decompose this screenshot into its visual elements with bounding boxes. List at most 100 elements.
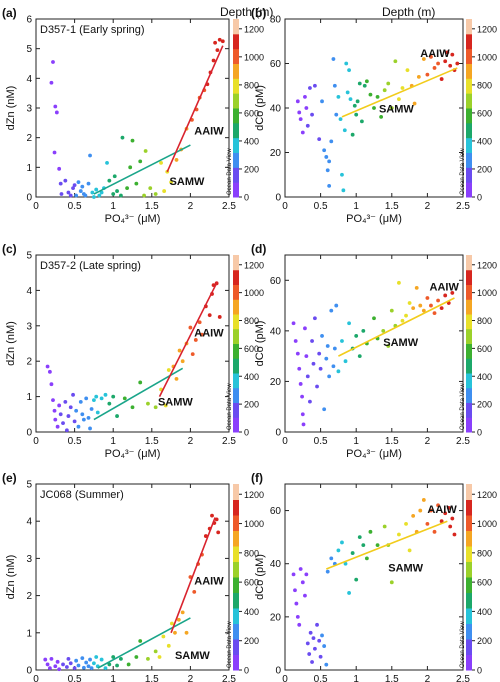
panel-label: (f) <box>251 471 263 485</box>
data-point <box>47 666 52 671</box>
colorbar-tick-label: 0 <box>477 193 482 203</box>
data-point <box>336 94 341 99</box>
colorbar-segment <box>466 152 472 168</box>
x-tick-label: 2.5 <box>456 201 470 212</box>
data-point <box>86 415 91 420</box>
colorbar-tick-label: 600 <box>477 108 492 118</box>
data-point <box>372 316 376 321</box>
data-point <box>192 589 197 594</box>
data-point <box>407 548 412 553</box>
y-tick-label: 60 <box>270 276 282 287</box>
data-point <box>375 94 380 99</box>
fit-line <box>170 517 216 634</box>
data-point <box>310 339 314 343</box>
data-point <box>325 168 330 173</box>
colorbar-tick-label: 1200 <box>244 24 264 34</box>
colorbar-tick-label: 1000 <box>477 52 497 62</box>
data-point <box>331 57 336 61</box>
data-point <box>51 60 55 64</box>
data-point <box>347 591 351 595</box>
colorbar-tick-label: 1200 <box>477 24 497 34</box>
colorbar-segment <box>466 515 472 531</box>
data-point <box>340 540 344 545</box>
data-point <box>138 639 143 643</box>
data-point <box>416 74 421 79</box>
data-point <box>341 188 346 193</box>
x-axis-label: PO₄³⁻ (μM) <box>346 213 402 225</box>
data-point <box>119 656 123 661</box>
colorbar-segment <box>466 654 472 671</box>
data-point <box>425 296 430 300</box>
colorbar-tick-label: 1000 <box>244 288 264 298</box>
colorbar-segment <box>233 561 239 578</box>
data-point <box>305 123 310 128</box>
data-point <box>125 186 129 191</box>
data-point <box>188 325 193 330</box>
data-point <box>47 369 52 374</box>
x-tick-label: 2 <box>425 436 431 447</box>
data-point <box>78 400 83 404</box>
data-point <box>452 532 457 537</box>
colorbar-tick-label: 400 <box>477 607 492 617</box>
data-point <box>134 655 139 659</box>
data-point <box>359 119 364 124</box>
x-tick-label: 1.5 <box>385 674 399 682</box>
data-point <box>300 580 305 585</box>
y-tick-label: 2 <box>26 133 32 144</box>
data-point <box>72 183 77 188</box>
x-tick-label: 0.5 <box>314 201 328 212</box>
colorbar-tick-label: 1000 <box>244 52 264 62</box>
colorbar-tick-label: 800 <box>244 548 259 558</box>
data-point <box>53 104 58 109</box>
data-point <box>320 99 324 104</box>
data-point <box>94 187 99 192</box>
data-point <box>313 316 317 321</box>
data-point <box>443 511 448 516</box>
data-point <box>76 663 81 668</box>
data-point <box>90 190 95 195</box>
data-point <box>404 521 408 526</box>
data-point <box>43 657 48 662</box>
data-point <box>217 315 222 319</box>
x-tick-label: 1.5 <box>385 201 399 212</box>
colorbar-segment <box>233 515 239 531</box>
data-point <box>142 193 146 198</box>
x-axis-label: PO₄³⁻ (μM) <box>105 213 161 225</box>
data-point <box>80 412 85 417</box>
y-tick-label: 0 <box>26 428 32 439</box>
fit-line <box>97 617 191 669</box>
y-tick-label: 20 <box>270 377 282 388</box>
data-point <box>68 405 73 410</box>
data-point <box>80 184 85 189</box>
data-point <box>119 193 123 198</box>
fit-line <box>93 144 191 195</box>
data-point <box>343 561 348 566</box>
x-tick-label: 1.5 <box>145 201 159 212</box>
data-point <box>324 356 329 361</box>
data-point <box>291 572 296 577</box>
data-point <box>49 656 54 661</box>
colorbar-credit: Ocean Data View <box>227 383 233 430</box>
data-point <box>148 186 153 191</box>
data-point <box>357 81 362 86</box>
data-point <box>97 193 102 198</box>
y-tick-label: 80 <box>270 15 282 26</box>
y-tick-label: 40 <box>270 326 282 337</box>
data-point <box>386 344 391 348</box>
data-point <box>83 193 88 198</box>
data-point <box>53 417 58 422</box>
data-point <box>368 529 373 534</box>
colorbar-tick-label: 1000 <box>477 288 497 298</box>
data-point <box>197 320 202 325</box>
data-point <box>177 348 182 353</box>
data-point <box>397 532 401 537</box>
data-point <box>448 63 453 68</box>
data-point <box>115 189 119 193</box>
data-point <box>361 328 366 333</box>
data-point <box>64 428 69 433</box>
y-axis-label: dZn (nM) <box>5 555 17 600</box>
data-point <box>421 57 426 61</box>
data-point <box>421 308 426 313</box>
colorbar-tick-label: 600 <box>244 108 259 118</box>
